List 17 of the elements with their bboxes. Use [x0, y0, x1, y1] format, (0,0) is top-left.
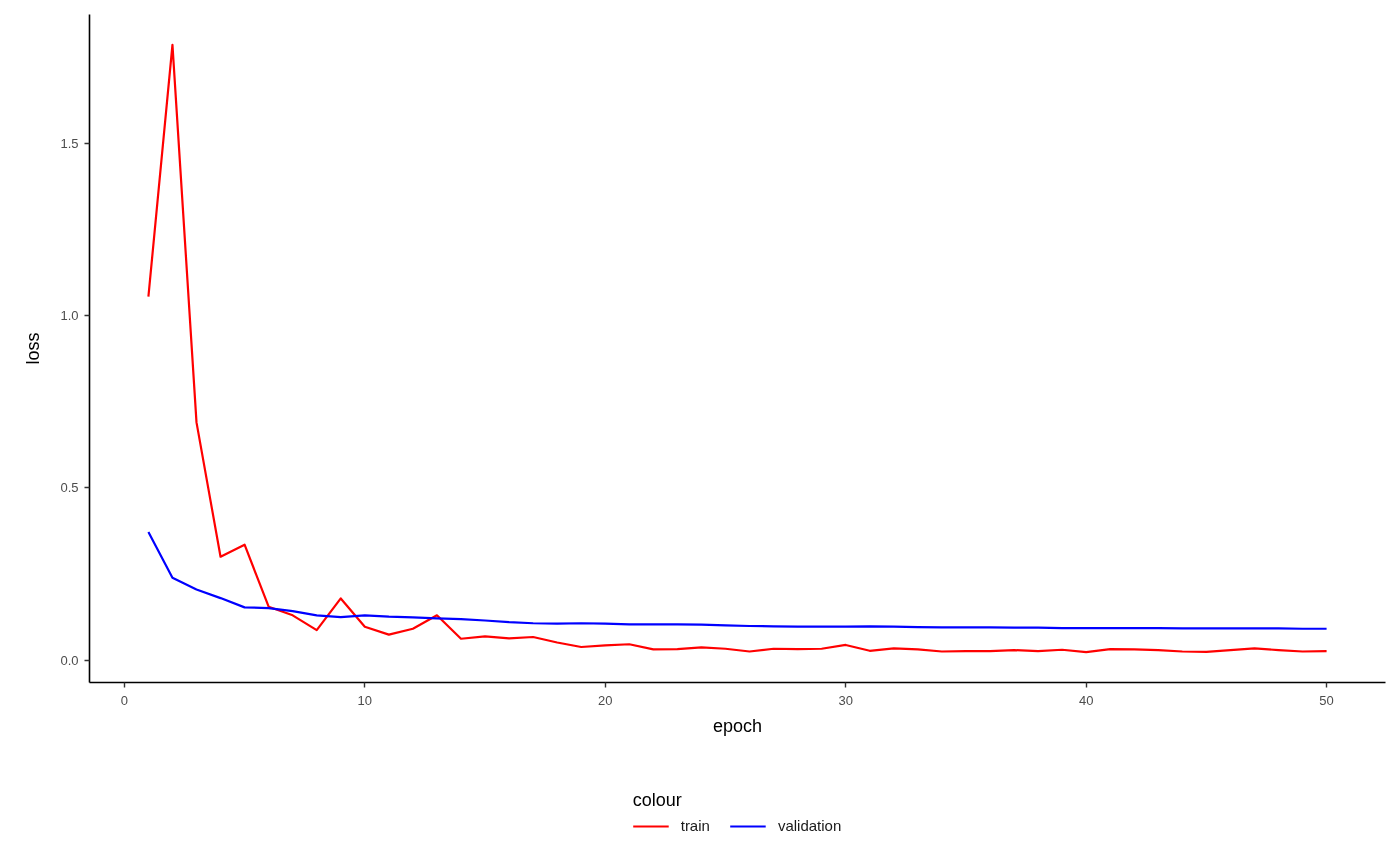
x-tick-label: 50 — [1319, 692, 1334, 708]
x-tick-label: 10 — [357, 692, 373, 708]
line-series — [147, 43, 1328, 654]
legend-label: validation — [777, 817, 842, 834]
legend-title: colour — [632, 789, 683, 811]
y-axis-title: loss — [23, 332, 44, 365]
y-tick-label: 0.0 — [60, 652, 79, 668]
legend-label: train — [680, 817, 710, 834]
x-tick-label: 40 — [1078, 692, 1094, 708]
y-tick-label: 1.0 — [60, 308, 79, 324]
x-tick-label: 30 — [838, 692, 853, 708]
line-series — [147, 530, 1328, 630]
y-tick-label: 0.5 — [60, 480, 79, 496]
x-axis-title: epoch — [712, 715, 763, 736]
y-tick-label: 1.5 — [60, 135, 79, 151]
x-tick-label: 0 — [120, 692, 128, 708]
x-tick-label: 20 — [598, 692, 613, 708]
